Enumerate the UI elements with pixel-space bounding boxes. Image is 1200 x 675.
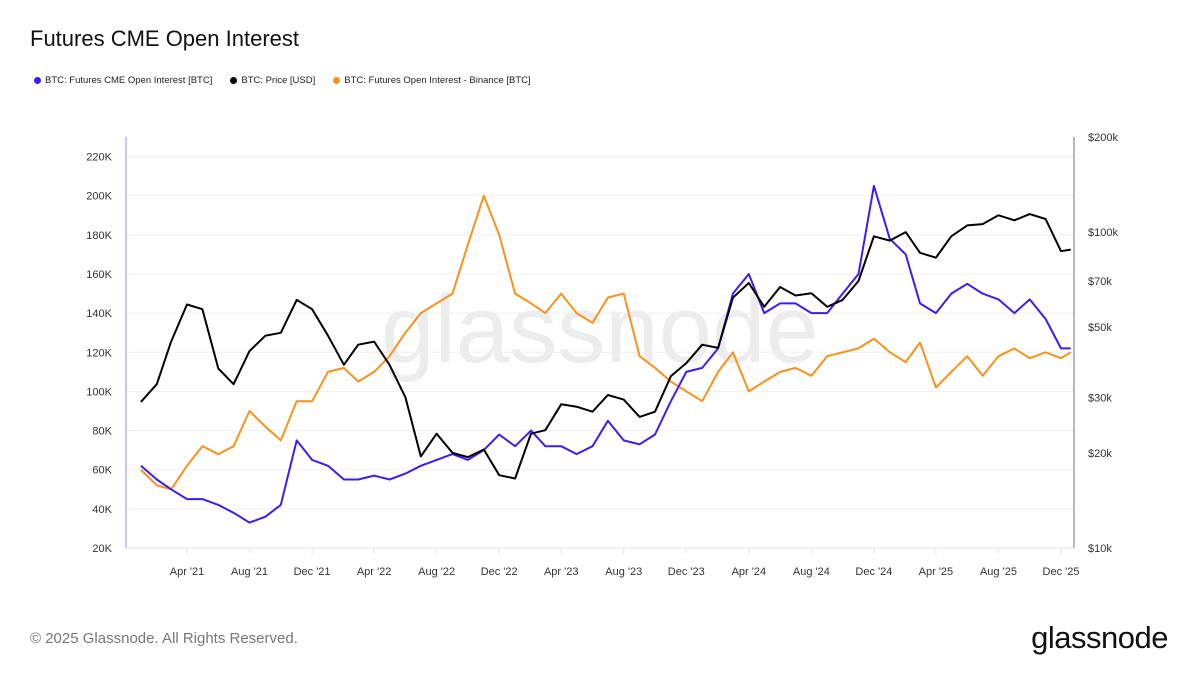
legend: BTC: Futures CME Open Interest [BTC] BTC… (34, 75, 531, 86)
y-right-tick-label: $10k (1088, 543, 1112, 555)
x-tick-label: Dec '23 (668, 566, 705, 578)
y-left-tick-label: 100K (86, 386, 112, 398)
series-lines (140, 184, 1072, 524)
legend-label: BTC: Futures Open Interest - Binance [BT… (344, 75, 531, 86)
x-tick-label: Aug '21 (231, 566, 268, 578)
legend-item-cme[interactable]: BTC: Futures CME Open Interest [BTC] (34, 75, 212, 86)
series-line-cme-open-interest (140, 184, 1071, 524)
x-tick-label: Apr '23 (544, 566, 579, 578)
y-left-tick-label: 40K (92, 504, 112, 516)
series-line-binance-open-interest (140, 194, 1072, 491)
legend-dot-icon (34, 77, 41, 84)
glassnode-logo[interactable]: glassnode (1031, 620, 1168, 655)
y-left-tick-label: 180K (86, 230, 112, 242)
x-tick-label: Dec '22 (481, 566, 518, 578)
y-left-tick-label: 140K (86, 308, 112, 320)
x-tick-label: Apr '22 (357, 566, 392, 578)
copyright-footer: © 2025 Glassnode. All Rights Reserved. (30, 630, 298, 647)
y-right-tick-label: $100k (1088, 227, 1118, 239)
x-tick-label: Dec '21 (294, 566, 331, 578)
y-right-tick-label: $30k (1088, 392, 1112, 404)
y-right-tick-label: $70k (1088, 276, 1112, 288)
y-left-tick-label: 220K (86, 152, 112, 164)
y-left-tick-label: 200K (86, 191, 112, 203)
legend-label: BTC: Futures CME Open Interest [BTC] (45, 75, 213, 86)
y-right-tick-label: $50k (1088, 322, 1112, 334)
y-left-tick-label: 60K (92, 465, 112, 477)
y-right-tick-label: $20k (1088, 448, 1112, 460)
gridlines (126, 156, 1074, 549)
legend-dot-icon (230, 77, 238, 84)
legend-item-binance[interactable]: BTC: Futures Open Interest - Binance [BT… (333, 75, 531, 86)
x-tick-label: Aug '23 (605, 566, 642, 578)
x-tick-label: Aug '25 (980, 566, 1017, 578)
legend-label: BTC: Price [USD] (241, 75, 316, 86)
x-tick-label: Aug '24 (793, 566, 830, 578)
x-tick-label: Dec '25 (1043, 566, 1080, 578)
x-tick-label: Apr '24 (732, 566, 767, 578)
y-left-tick-label: 120K (86, 347, 112, 359)
x-tick-label: Apr '21 (170, 566, 205, 578)
legend-dot-icon (333, 77, 341, 84)
y-left-tick-label: 80K (92, 426, 112, 438)
watermark: glassnode (381, 276, 819, 383)
x-tick-label: Apr '25 (919, 566, 954, 578)
y-right-tick-label: $200k (1088, 132, 1118, 144)
legend-item-price[interactable]: BTC: Price [USD] (230, 75, 315, 86)
x-tick-label: Dec '24 (855, 566, 892, 578)
chart-title: Futures CME Open Interest (30, 26, 299, 51)
y-left-tick-label: 20K (92, 543, 112, 555)
axes: 20K 40K 60K 80K 100K 120K 140K 160K 180K 200K 220K… (86, 132, 1118, 578)
x-tick-label: Aug '22 (418, 566, 455, 578)
series-line-btc-price (140, 213, 1071, 480)
y-left-tick-label: 160K (86, 269, 112, 281)
